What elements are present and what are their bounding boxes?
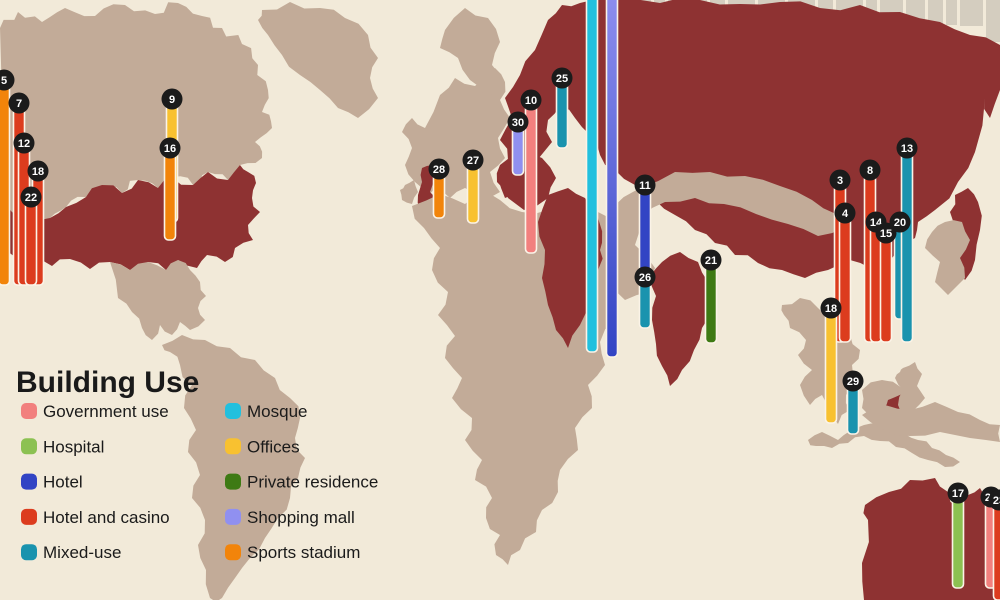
svg-text:Hotel and casino: Hotel and casino	[43, 508, 170, 527]
svg-text:30: 30	[512, 117, 524, 129]
svg-text:7: 7	[16, 98, 22, 110]
svg-text:Mosque: Mosque	[247, 402, 307, 421]
svg-text:13: 13	[901, 143, 913, 155]
svg-text:11: 11	[639, 180, 651, 192]
svg-text:17: 17	[952, 488, 964, 500]
svg-text:27: 27	[467, 155, 479, 167]
svg-text:18: 18	[825, 303, 837, 315]
svg-text:18: 18	[32, 166, 44, 178]
svg-text:9: 9	[169, 94, 175, 106]
svg-text:12: 12	[18, 138, 30, 150]
svg-text:26: 26	[639, 272, 651, 284]
svg-text:5: 5	[1, 75, 7, 87]
svg-text:20: 20	[894, 217, 906, 229]
svg-text:Hotel: Hotel	[43, 473, 83, 492]
svg-text:Offices: Offices	[247, 437, 300, 456]
svg-text:22: 22	[25, 192, 37, 204]
svg-text:Shopping mall: Shopping mall	[247, 508, 355, 527]
svg-text:10: 10	[525, 95, 537, 107]
svg-text:23: 23	[993, 495, 1000, 507]
svg-text:28: 28	[433, 164, 445, 176]
svg-text:Sports stadium: Sports stadium	[247, 543, 360, 562]
svg-text:8: 8	[867, 165, 873, 177]
svg-text:25: 25	[556, 73, 568, 85]
svg-text:4: 4	[842, 208, 849, 220]
svg-text:16: 16	[164, 143, 176, 155]
svg-text:Government use: Government use	[43, 402, 169, 421]
svg-text:Private residence: Private residence	[247, 473, 378, 492]
svg-text:Mixed-use: Mixed-use	[43, 543, 121, 562]
svg-text:21: 21	[705, 255, 717, 267]
svg-text:29: 29	[847, 376, 859, 388]
svg-text:Building Use: Building Use	[16, 366, 199, 399]
svg-text:15: 15	[880, 228, 892, 240]
svg-text:Hospital: Hospital	[43, 437, 104, 456]
svg-text:3: 3	[837, 175, 843, 187]
